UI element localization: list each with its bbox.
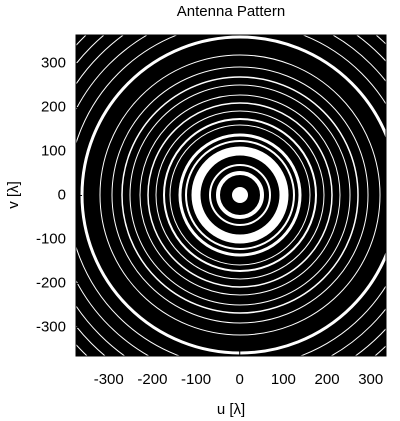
pattern-image: [76, 35, 386, 356]
x-tick-label: 0: [236, 371, 244, 388]
x-tick-label: -100: [181, 371, 211, 388]
y-tick-label: 300: [41, 55, 66, 72]
y-tick-label: 0: [58, 186, 66, 203]
x-tick-label: 100: [271, 371, 296, 388]
x-tick-label: 300: [358, 371, 383, 388]
chart-title: Antenna Pattern: [177, 3, 285, 20]
y-tick-label: -300: [36, 318, 66, 335]
y-tick-label: -100: [36, 230, 66, 247]
x-tick-label: 200: [315, 371, 340, 388]
y-tick-label: 200: [41, 99, 66, 116]
y-tick-label: -200: [36, 274, 66, 291]
x-tick-label: -200: [137, 371, 167, 388]
x-tick-label: -300: [94, 371, 124, 388]
y-tick-label: 100: [41, 142, 66, 159]
y-axis-label: v [λ]: [5, 181, 22, 209]
x-axis-label: u [λ]: [217, 401, 245, 418]
